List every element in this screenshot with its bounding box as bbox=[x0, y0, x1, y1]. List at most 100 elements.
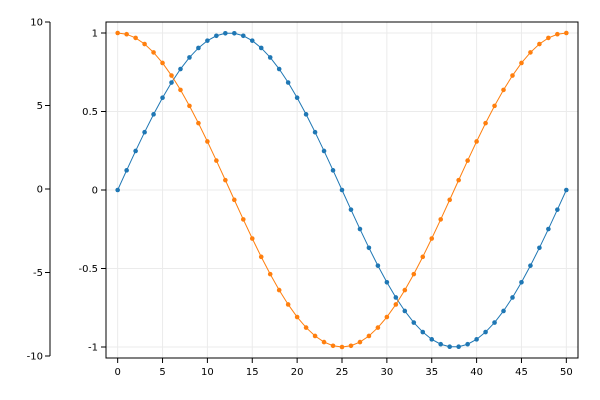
series-0-point-1 bbox=[124, 168, 129, 173]
series-0-point-39 bbox=[465, 341, 470, 347]
series-1-point-31 bbox=[393, 302, 399, 307]
x-tick-label-9: 45 bbox=[515, 367, 528, 378]
series-1-point-46 bbox=[528, 50, 533, 55]
x-axis: 0 5 10 15 20 25 30 35 40 45 50 bbox=[114, 358, 573, 378]
series-0-point-35 bbox=[429, 337, 435, 342]
secondary-y-tick-label-3: 5 bbox=[37, 101, 43, 112]
series-1-point-14 bbox=[240, 217, 246, 222]
series-1-point-0 bbox=[115, 30, 120, 36]
y-tick-label-2: 0 bbox=[92, 186, 98, 197]
y-tick-label-1: -0.5 bbox=[78, 264, 98, 275]
series-1-point-29 bbox=[375, 325, 381, 330]
series-1-point-33 bbox=[411, 271, 417, 277]
series-0-point-19 bbox=[285, 80, 291, 85]
series-0-point-16 bbox=[258, 45, 264, 51]
series-1-point-47 bbox=[537, 41, 542, 47]
series-1-point-20 bbox=[294, 314, 300, 320]
series-0-point-40 bbox=[474, 337, 479, 342]
series-0-point-12 bbox=[223, 31, 228, 36]
series-0-point-3 bbox=[142, 129, 147, 135]
x-tick-label-4: 20 bbox=[291, 367, 304, 378]
series-0-point-2 bbox=[133, 148, 138, 154]
series-1-point-3 bbox=[142, 41, 147, 47]
series-1-point-43 bbox=[501, 87, 506, 93]
series-1-point-26 bbox=[348, 343, 354, 349]
series-0-point-47 bbox=[537, 245, 542, 251]
series-1-point-35 bbox=[429, 236, 435, 241]
series-1-point-13 bbox=[232, 197, 237, 203]
series-0-point-31 bbox=[393, 295, 399, 300]
y-tick-label-3: 0.5 bbox=[82, 107, 98, 118]
series-1-point-36 bbox=[438, 217, 444, 222]
series-0-point-41 bbox=[483, 329, 488, 335]
gridlines bbox=[106, 22, 578, 358]
x-tick-label-0: 0 bbox=[114, 367, 120, 378]
series-1-point-8 bbox=[187, 103, 192, 109]
series-0-point-0 bbox=[115, 187, 120, 193]
series-1-point-23 bbox=[321, 339, 327, 345]
series-0-point-15 bbox=[249, 38, 255, 43]
series-1-point-34 bbox=[420, 254, 426, 260]
y-axis: -1 -0.5 0 0.5 1 bbox=[78, 28, 106, 354]
series-1-point-17 bbox=[267, 271, 273, 277]
secondary-y-axis: -10 -5 0 5 10 bbox=[27, 18, 51, 363]
series-1-point-5 bbox=[160, 60, 165, 66]
y-tick-label-4: 1 bbox=[92, 28, 98, 39]
series-1-point-32 bbox=[402, 287, 408, 293]
series-0-point-24 bbox=[330, 168, 336, 173]
series-0-point-11 bbox=[214, 33, 219, 39]
series-1-point-10 bbox=[205, 139, 210, 144]
series-0-point-34 bbox=[420, 329, 426, 335]
series-1-point-18 bbox=[276, 287, 282, 293]
series-1-point-41 bbox=[483, 120, 488, 126]
series-0-point-8 bbox=[187, 55, 192, 60]
series-0-point-9 bbox=[196, 45, 201, 51]
series-0-point-14 bbox=[240, 33, 246, 39]
series-1-point-9 bbox=[196, 120, 201, 126]
series-0-point-22 bbox=[312, 129, 318, 135]
series-1-point-11 bbox=[214, 158, 219, 163]
series-1-point-27 bbox=[357, 339, 363, 345]
series-0-point-32 bbox=[402, 308, 408, 314]
series-1-point-15 bbox=[249, 236, 255, 241]
series-1-point-2 bbox=[133, 35, 138, 41]
series-1-point-21 bbox=[303, 325, 309, 330]
series-0-point-10 bbox=[205, 38, 210, 43]
series-1-point-7 bbox=[178, 87, 183, 93]
series-1-point-49 bbox=[555, 31, 560, 37]
x-tick-label-10: 50 bbox=[560, 367, 573, 378]
series-0-point-23 bbox=[321, 148, 327, 154]
series-1-point-38 bbox=[456, 177, 461, 183]
series-1-point-24 bbox=[330, 343, 336, 349]
secondary-y-tick-label-2: 0 bbox=[37, 185, 43, 196]
series-1-point-25 bbox=[339, 344, 345, 350]
y-tick-label-0: -1 bbox=[88, 343, 98, 354]
series-0-point-13 bbox=[232, 31, 237, 36]
series-0-point-6 bbox=[169, 80, 174, 85]
series-0-point-30 bbox=[384, 279, 390, 285]
series-0-point-50 bbox=[564, 187, 569, 193]
series-0-point-7 bbox=[178, 66, 183, 72]
x-tick-label-6: 30 bbox=[380, 367, 393, 378]
x-tick-label-8: 40 bbox=[470, 367, 483, 378]
series-0-point-25 bbox=[339, 187, 345, 193]
series-0-point-37 bbox=[447, 344, 452, 349]
series-0-point-38 bbox=[456, 344, 461, 349]
series-1-point-4 bbox=[151, 50, 156, 55]
secondary-y-tick-label-4: 10 bbox=[30, 18, 43, 29]
series-0-point-46 bbox=[528, 263, 533, 268]
series-0-point-17 bbox=[267, 55, 273, 60]
series-1-point-40 bbox=[474, 139, 479, 144]
series-0-point-45 bbox=[519, 279, 524, 285]
series-0-point-44 bbox=[510, 295, 515, 300]
x-tick-label-1: 5 bbox=[159, 367, 165, 378]
series-layer bbox=[115, 30, 569, 350]
series-1-point-28 bbox=[366, 333, 372, 339]
secondary-y-tick-label-0: -10 bbox=[27, 352, 43, 363]
series-0-point-20 bbox=[294, 95, 300, 101]
series-1-point-50 bbox=[564, 30, 569, 36]
series-0-point-26 bbox=[348, 207, 354, 212]
secondary-y-tick-label-1: -5 bbox=[33, 268, 43, 279]
series-1-point-6 bbox=[169, 73, 174, 78]
